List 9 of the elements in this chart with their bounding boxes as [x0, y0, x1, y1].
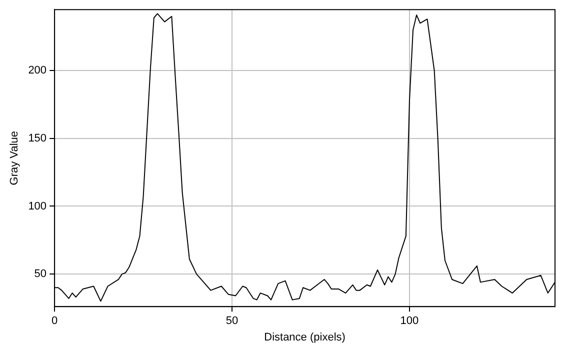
x-tick-label: 50	[226, 315, 238, 328]
y-tick-label: 100	[28, 200, 47, 212]
y-axis-title: Gray Value	[8, 130, 21, 186]
x-tick-label: 0	[51, 315, 58, 328]
y-tick-label: 150	[28, 132, 47, 144]
x-axis-title: Distance (pixels)	[264, 331, 346, 344]
x-tick-label: 100	[400, 315, 419, 328]
y-tick-label: 50	[34, 268, 47, 280]
y-tick-label: 200	[28, 64, 47, 77]
